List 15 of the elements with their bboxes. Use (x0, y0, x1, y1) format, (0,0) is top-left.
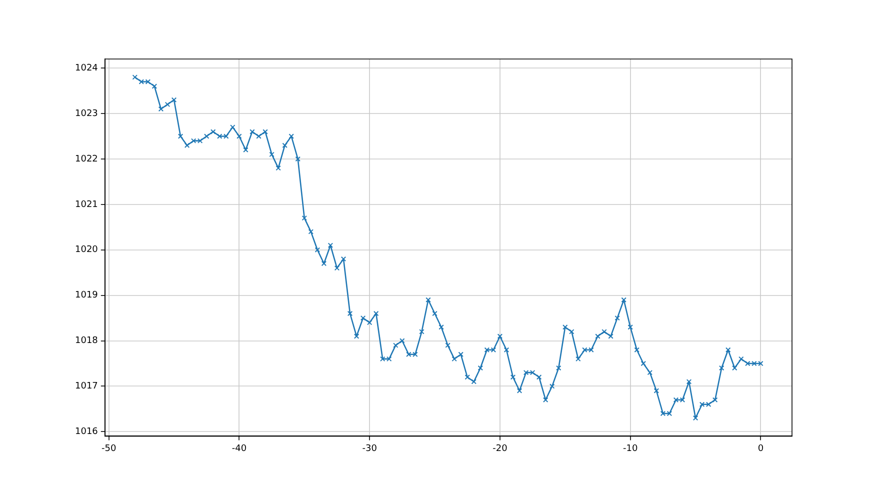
y-tick-label: 1021 (75, 200, 98, 210)
y-tick-label: 1018 (75, 336, 98, 346)
y-tick-label: 1020 (75, 245, 98, 256)
x-tick-label: -20 (492, 444, 508, 454)
y-tick-label: 1017 (75, 382, 98, 392)
y-tick-label: 1022 (75, 154, 98, 164)
x-tick-label: -10 (622, 444, 638, 454)
x-tick-label: -40 (232, 444, 247, 454)
y-tick-label: 1023 (75, 108, 98, 119)
y-tick-label: 1016 (75, 427, 98, 437)
x-tick-label: 0 (758, 444, 764, 454)
x-tick-label: -50 (101, 444, 116, 454)
x-tick-label: -30 (362, 444, 378, 454)
y-tick-label: 1019 (75, 290, 98, 301)
y-tick-label: 1024 (75, 63, 98, 74)
